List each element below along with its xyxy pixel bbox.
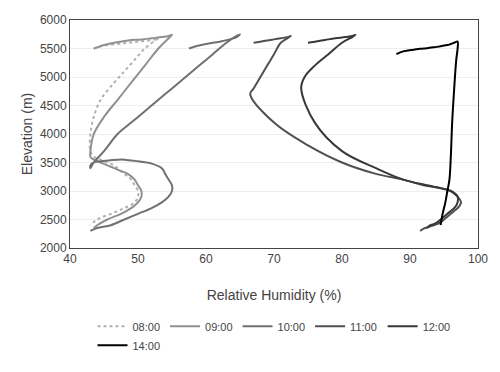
svg-text:70: 70 — [267, 252, 281, 266]
svg-text:4500: 4500 — [40, 99, 67, 113]
svg-text:4000: 4000 — [40, 127, 67, 141]
svg-text:Elevation (m): Elevation (m) — [19, 93, 35, 175]
svg-text:80: 80 — [335, 252, 349, 266]
svg-text:90: 90 — [403, 252, 417, 266]
svg-text:6000: 6000 — [40, 13, 67, 27]
svg-text:5000: 5000 — [40, 70, 67, 84]
svg-text:3500: 3500 — [40, 156, 67, 170]
svg-text:5500: 5500 — [40, 42, 67, 56]
svg-text:100: 100 — [468, 252, 488, 266]
svg-text:12:00: 12:00 — [423, 321, 451, 333]
svg-text:2500: 2500 — [40, 213, 67, 227]
svg-text:11:00: 11:00 — [350, 321, 377, 333]
svg-text:40: 40 — [63, 252, 77, 266]
svg-text:09:00: 09:00 — [205, 321, 233, 333]
svg-text:Relative Humidity (%): Relative Humidity (%) — [207, 287, 342, 303]
svg-text:2000: 2000 — [40, 241, 67, 255]
svg-text:08:00: 08:00 — [133, 321, 161, 333]
svg-text:50: 50 — [131, 252, 145, 266]
svg-text:14:00: 14:00 — [133, 340, 161, 352]
svg-text:10:00: 10:00 — [278, 321, 306, 333]
svg-text:3000: 3000 — [40, 184, 67, 198]
svg-text:60: 60 — [199, 252, 213, 266]
